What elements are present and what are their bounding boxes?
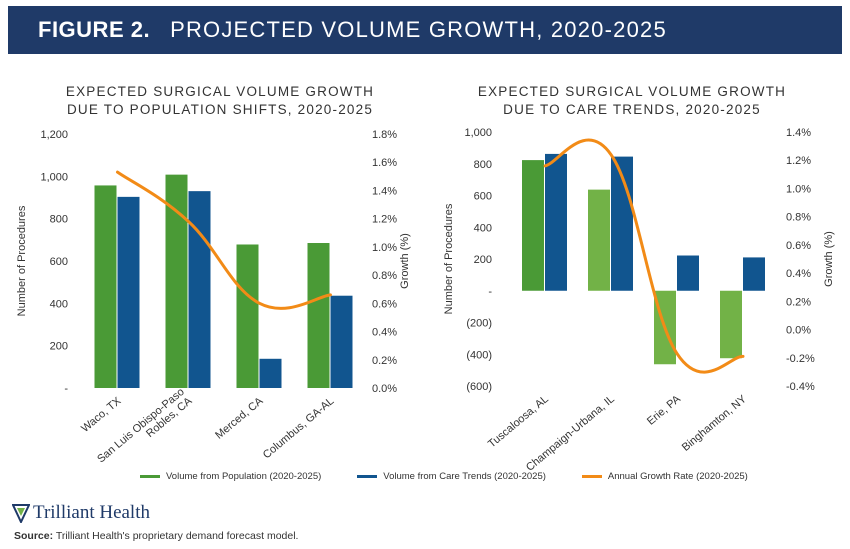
source-label: Source: bbox=[14, 530, 54, 542]
y2-tick-label: 0.6% bbox=[786, 240, 811, 252]
y2-axis-title: Growth (%) bbox=[399, 233, 411, 289]
y2-tick-label: 1.2% bbox=[372, 214, 397, 226]
y2-tick-label: -0.4% bbox=[786, 381, 815, 393]
figure-banner: FIGURE 2. PROJECTED VOLUME GROWTH, 2020-… bbox=[8, 6, 842, 54]
figure-title: PROJECTED VOLUME GROWTH, 2020-2025 bbox=[170, 17, 667, 42]
bar-care-trends bbox=[545, 153, 567, 291]
y2-tick-label: 0.4% bbox=[372, 327, 397, 339]
category-label-line: Waco, TX bbox=[79, 395, 124, 435]
y-tick-label: (200) bbox=[466, 318, 492, 330]
bar-care-trends bbox=[330, 295, 353, 388]
chart-title-line: EXPECTED SURGICAL VOLUME GROWTH bbox=[478, 84, 786, 99]
growth-rate-line bbox=[116, 170, 332, 310]
y2-tick-label: 1.6% bbox=[372, 157, 397, 169]
bar-care-trends bbox=[188, 191, 211, 388]
legend-label-growth-rate: Annual Growth Rate (2020-2025) bbox=[607, 471, 748, 482]
category-label-line: San Luis Obispo-Paso bbox=[95, 386, 187, 466]
y2-tick-label: 1.4% bbox=[786, 127, 811, 139]
chart-title-line: DUE TO POPULATION SHIFTS, 2020-2025 bbox=[67, 102, 373, 117]
y2-axis-title: Growth (%) bbox=[823, 231, 835, 287]
chart-title-line: DUE TO CARE TRENDS, 2020-2025 bbox=[503, 102, 761, 117]
chart-1: EXPECTED SURGICAL VOLUME GROWTH DUE TO PO… bbox=[16, 84, 411, 466]
legend-label-care-trends: Volume from Care Trends (2020-2025) bbox=[383, 471, 546, 482]
bar-population bbox=[588, 189, 610, 291]
bar-population bbox=[165, 174, 188, 388]
y-tick-label: 200 bbox=[50, 341, 68, 353]
category-label: Columbus, GA-AL bbox=[261, 395, 337, 461]
y2-tick-label: 0.8% bbox=[786, 212, 811, 224]
legend-swatch-care-trends bbox=[357, 475, 378, 478]
category-label-line: Erie, PA bbox=[645, 393, 684, 428]
y-tick-label: 600 bbox=[474, 191, 492, 203]
y-tick-label: - bbox=[64, 383, 68, 395]
figure-label: FIGURE 2. bbox=[38, 17, 151, 42]
bar-care-trends bbox=[677, 255, 699, 291]
trilliant-logo: Trilliant Health bbox=[12, 502, 150, 524]
bar-population bbox=[94, 185, 117, 388]
y2-tick-label: 0.6% bbox=[372, 298, 397, 310]
legend-item-care-trends: Volume from Care Trends (2020-2025) bbox=[357, 471, 546, 482]
legend-label-population: Volume from Population (2020-2025) bbox=[166, 471, 322, 482]
y2-tick-label: 0.8% bbox=[372, 270, 397, 282]
y-tick-label: (600) bbox=[466, 381, 492, 393]
bar-population bbox=[236, 244, 259, 388]
y-tick-label: 400 bbox=[474, 222, 492, 234]
bar-care-trends bbox=[117, 196, 140, 388]
bar-care-trends bbox=[259, 358, 282, 388]
legend-swatch-population bbox=[140, 475, 160, 478]
y-tick-label: (400) bbox=[466, 349, 492, 361]
y-tick-label: 1,000 bbox=[40, 171, 68, 183]
y2-tick-label: 0.0% bbox=[786, 325, 811, 337]
y2-tick-label: 1.4% bbox=[372, 185, 397, 197]
trilliant-logo-icon bbox=[12, 504, 30, 523]
logo-text: Trilliant Health bbox=[33, 502, 150, 523]
growth-rate-line bbox=[543, 138, 745, 374]
y-tick-label: 1,000 bbox=[464, 127, 492, 139]
y2-tick-label: 0.2% bbox=[786, 296, 811, 308]
y-tick-label: 200 bbox=[474, 254, 492, 266]
y2-tick-label: 1.0% bbox=[372, 242, 397, 254]
legend-swatch-growth-rate bbox=[581, 475, 602, 478]
legend-item-growth-rate: Annual Growth Rate (2020-2025) bbox=[581, 471, 748, 482]
category-label: Waco, TX bbox=[79, 395, 124, 435]
category-label: Tuscaloosa, AL bbox=[486, 393, 551, 450]
bar-population bbox=[522, 160, 544, 291]
category-label-line: Columbus, GA-AL bbox=[261, 395, 337, 461]
category-label: Binghamton, NY bbox=[680, 393, 750, 454]
y2-tick-label: -0.2% bbox=[786, 353, 815, 365]
category-label-line: Merced, CA bbox=[213, 395, 266, 442]
y2-tick-label: 1.0% bbox=[786, 183, 811, 195]
legend-item-population: Volume from Population (2020-2025) bbox=[140, 471, 321, 482]
y-tick-label: 800 bbox=[50, 214, 68, 226]
y2-tick-label: 1.8% bbox=[372, 129, 397, 141]
y2-tick-label: 1.2% bbox=[786, 155, 811, 167]
bar-population bbox=[720, 290, 742, 359]
y2-tick-label: 0.0% bbox=[372, 383, 397, 395]
source-note: Source: Trilliant Health's proprietary d… bbox=[14, 530, 298, 542]
category-label-line: Tuscaloosa, AL bbox=[486, 393, 551, 450]
category-label: Merced, CA bbox=[213, 395, 266, 442]
y2-tick-label: 0.2% bbox=[372, 355, 397, 367]
chart-2: EXPECTED SURGICAL VOLUME GROWTH DUE TO CA… bbox=[443, 84, 835, 474]
y-tick-label: - bbox=[488, 286, 492, 298]
y-tick-label: 600 bbox=[50, 256, 68, 268]
y2-tick-label: 0.4% bbox=[786, 268, 811, 280]
bar-care-trends bbox=[743, 257, 765, 291]
y-tick-label: 1,200 bbox=[40, 129, 68, 141]
y-tick-label: 400 bbox=[50, 298, 68, 310]
y-axis-title: Number of Procedures bbox=[443, 203, 455, 314]
source-text: Trilliant Health's proprietary demand fo… bbox=[53, 530, 299, 542]
bar-population bbox=[307, 243, 330, 388]
y-tick-label: 800 bbox=[474, 159, 492, 171]
chart-title-line: EXPECTED SURGICAL VOLUME GROWTH bbox=[66, 84, 374, 99]
chart-legend: Volume from Population (2020-2025) Volum… bbox=[140, 471, 784, 482]
y-axis-title: Number of Procedures bbox=[16, 205, 28, 316]
category-label-line: Binghamton, NY bbox=[680, 393, 750, 454]
category-label: Erie, PA bbox=[645, 393, 684, 428]
